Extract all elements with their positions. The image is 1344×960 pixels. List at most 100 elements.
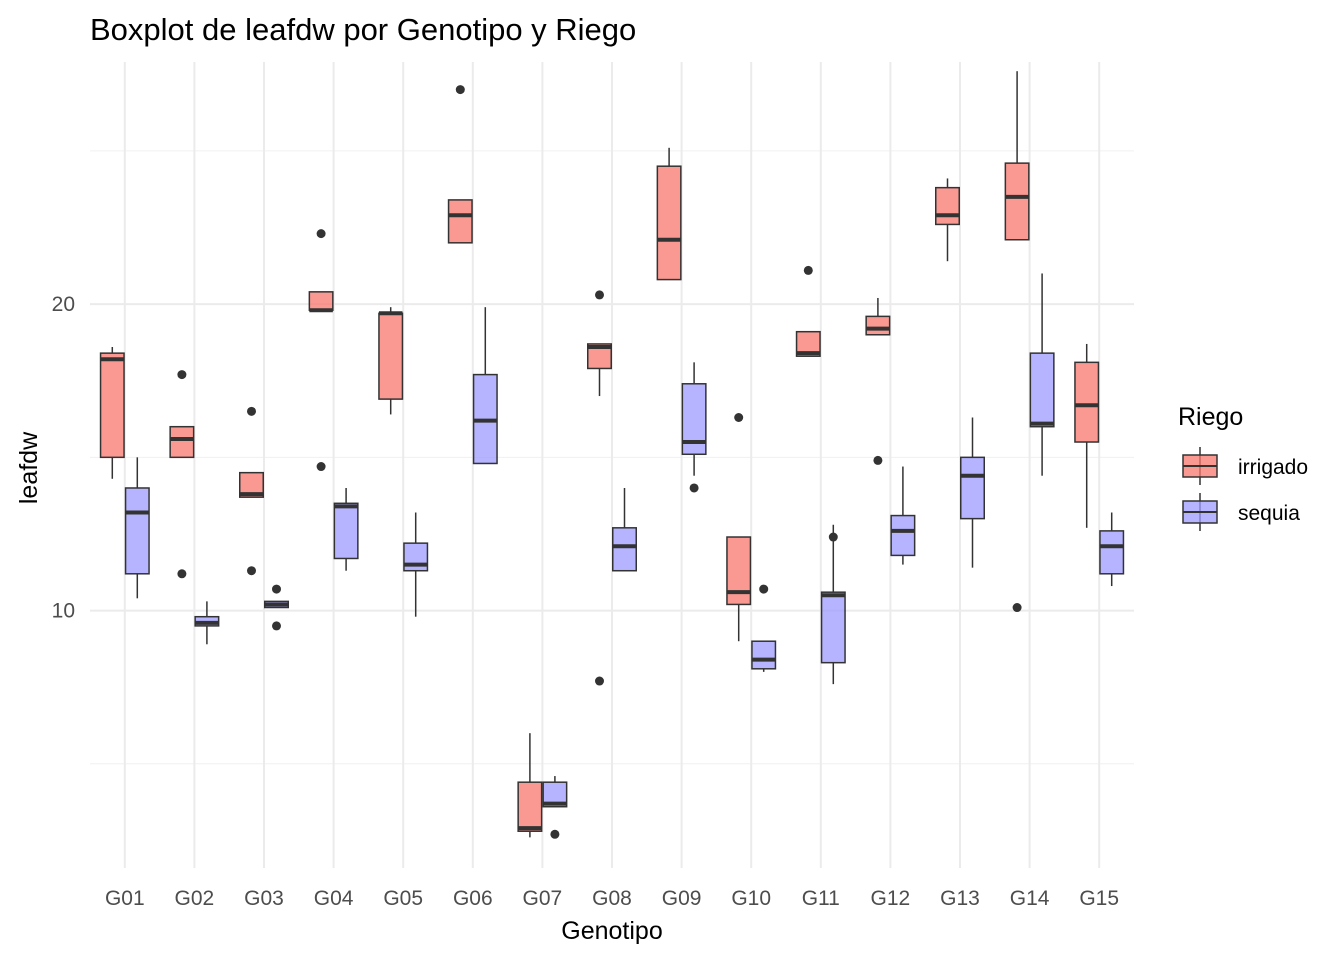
box-sequia-G05 <box>403 512 429 617</box>
legend-label: sequia <box>1238 502 1300 525</box>
x-tick-label: G13 <box>940 887 980 910</box>
x-tick-label: G04 <box>314 887 354 910</box>
x-tick-label: G15 <box>1079 887 1119 910</box>
box-iqr <box>960 456 985 520</box>
box-sequia-G15 <box>1099 512 1125 587</box>
outlier-point <box>1012 603 1022 613</box>
box-marks <box>99 71 1125 839</box>
box-irrigado-G11 <box>795 265 821 357</box>
x-tick-label: G03 <box>244 887 284 910</box>
x-tick-label: G10 <box>731 887 771 910</box>
outlier-point <box>595 676 604 686</box>
box-irrigado-G06 <box>447 85 473 244</box>
box-sequia-G03 <box>264 584 289 631</box>
outlier-point <box>595 290 604 300</box>
box-iqr <box>99 352 125 459</box>
box-sequia-G11 <box>820 524 846 685</box>
box-iqr <box>865 315 891 336</box>
box-irrigado-G05 <box>378 307 404 415</box>
x-tick-label: G02 <box>175 887 215 910</box>
box-irrigado-G03 <box>239 406 264 576</box>
outlier-point <box>759 584 769 594</box>
legend-item-irrigado: irrigado <box>1182 447 1308 485</box>
box-sequia-G10 <box>751 584 777 672</box>
box-iqr <box>124 487 150 575</box>
box-irrigado-G13 <box>935 178 960 262</box>
box-iqr <box>681 383 707 456</box>
outlier-point <box>177 569 187 579</box>
box-sequia-G14 <box>1029 273 1055 476</box>
outlier-point <box>873 455 883 465</box>
box-sequia-G08 <box>612 487 637 572</box>
legend-label: irrigado <box>1238 456 1308 479</box>
outlier-point <box>177 370 187 380</box>
box-irrigado-G15 <box>1074 343 1100 528</box>
outlier-point <box>272 584 281 594</box>
legend: Riego irrigado sequia <box>1178 403 1308 531</box>
y-axis-ticks: 10 20 <box>52 293 75 622</box>
box-sequia-G13 <box>960 417 985 568</box>
box-iqr <box>656 165 682 281</box>
outlier-point <box>316 462 326 472</box>
box-iqr <box>795 330 821 357</box>
box-sequia-G12 <box>890 466 916 565</box>
x-tick-label: G12 <box>871 887 911 910</box>
x-tick-label: G06 <box>453 887 493 910</box>
box-iqr <box>1099 530 1125 575</box>
box-iqr <box>517 781 543 832</box>
box-iqr <box>1004 162 1030 241</box>
box-irrigado-G07 <box>517 733 543 838</box>
outlier-point <box>247 406 256 416</box>
outlier-point <box>247 566 256 576</box>
box-iqr <box>542 781 568 808</box>
outlier-point <box>316 229 326 239</box>
outlier-point <box>455 85 465 95</box>
box-irrigado-G02 <box>169 370 195 579</box>
outlier-point <box>734 412 744 422</box>
outlier-point <box>550 829 560 839</box>
x-axis-ticks: G01 G02 G03 G04 G05 G06 G07 G08 G09 G10 G11 G12 G13 G… <box>105 887 1119 910</box>
box-sequia-G04 <box>333 487 359 571</box>
x-tick-label: G08 <box>592 887 632 910</box>
box-iqr <box>890 514 916 557</box>
box-irrigado-G12 <box>865 297 891 465</box>
x-tick-label: G01 <box>105 887 145 910</box>
box-iqr <box>447 199 473 244</box>
y-tick-label: 10 <box>52 600 75 623</box>
x-tick-label: G05 <box>383 887 423 910</box>
box-iqr <box>612 527 637 572</box>
box-sequia-G07 <box>542 776 568 839</box>
y-tick-label: 20 <box>52 293 75 316</box>
outlier-point <box>689 483 699 493</box>
legend-item-sequia: sequia <box>1182 493 1300 531</box>
box-iqr <box>308 291 334 311</box>
box-iqr <box>239 471 264 498</box>
outlier-point <box>828 532 838 542</box>
y-axis-title: leafdw <box>15 431 43 504</box>
x-tick-label: G11 <box>802 887 840 910</box>
box-iqr <box>587 343 612 370</box>
box-sequia-G02 <box>194 601 220 645</box>
box-iqr <box>333 502 359 560</box>
box-irrigado-G10 <box>726 412 752 642</box>
x-tick-label: G07 <box>523 887 563 910</box>
chart-title: Boxplot de leafdw por Genotipo y Riego <box>90 12 636 47</box>
outlier-point <box>803 265 813 275</box>
box-iqr <box>726 536 752 606</box>
x-tick-label: G09 <box>662 887 702 910</box>
x-tick-label: G14 <box>1010 887 1050 910</box>
box-irrigado-G01 <box>99 347 125 479</box>
box-irrigado-G14 <box>1004 71 1030 613</box>
box-irrigado-G08 <box>587 290 612 686</box>
box-iqr <box>378 312 404 400</box>
box-sequia-G06 <box>472 307 498 465</box>
box-iqr <box>169 425 195 459</box>
box-iqr <box>1074 361 1100 443</box>
outlier-point <box>272 621 281 631</box>
box-iqr <box>751 640 777 670</box>
box-iqr <box>935 186 960 226</box>
box-iqr <box>820 591 846 664</box>
x-axis-title: Genotipo <box>561 917 662 945</box>
box-irrigado-G09 <box>656 147 682 281</box>
